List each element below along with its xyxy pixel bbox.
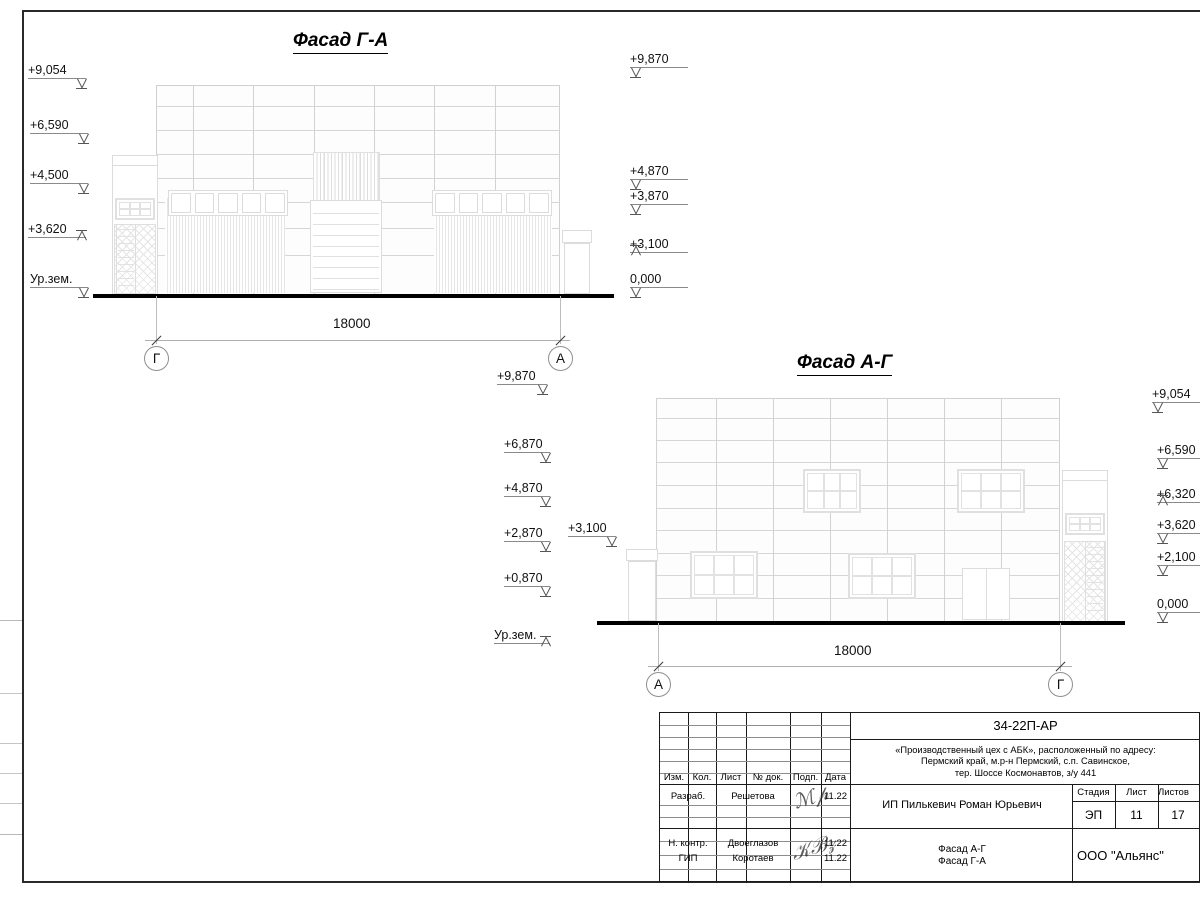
facade1-axis-left: Г xyxy=(144,346,169,371)
facade2-axis-left: А xyxy=(646,672,671,697)
facade2-level-right-1: +6,590 xyxy=(1157,443,1200,469)
facade2-dimension-line xyxy=(648,666,1072,667)
tb-sheet-name: Фасад А-Г Фасад Г-А xyxy=(938,843,986,868)
facade1-level-right-3: +3,100 xyxy=(630,237,688,253)
facade2-vestibule-canopy xyxy=(626,549,658,561)
tb-sheets-value: 17 xyxy=(1171,807,1185,822)
facade2-entrance-door xyxy=(962,568,1010,620)
facade2-ground-line xyxy=(597,621,1125,625)
facade1-vestibule-canopy xyxy=(562,230,592,243)
facade2-stair-flight xyxy=(1085,541,1105,622)
facade2-level-left-0: +9,870 xyxy=(497,369,548,395)
tb-sheet-label: Лист xyxy=(1126,787,1147,799)
tb-role-2: ГИП xyxy=(678,853,698,865)
tb-header-list: Лист xyxy=(720,772,742,784)
tb-drawing-code: 34-22П-АР xyxy=(993,717,1058,733)
tb-organization: ООО "Альянс" xyxy=(1077,847,1164,863)
tb-stage-value: ЭП xyxy=(1084,807,1103,822)
facade1-level-right-4: 0,000 xyxy=(630,272,688,298)
facade2-ground-level-label: Ур.зем. xyxy=(494,628,551,644)
facade2-window-lower-left xyxy=(690,551,758,599)
facade1-ground-level-label: Ур.зем. xyxy=(30,272,89,298)
facade2-stair-tower-window xyxy=(1065,513,1105,535)
tb-name-0: Решетова xyxy=(731,791,775,803)
offsheet-stamp-table xyxy=(0,620,22,835)
tb-role-1: Н. контр. xyxy=(668,838,708,850)
facade2-window-lower-right xyxy=(848,553,916,599)
facade2-level-right-4: +2,100 xyxy=(1157,550,1200,576)
facade1-dimension-line xyxy=(145,340,570,341)
tb-sheet-value: 11 xyxy=(1130,807,1143,822)
tb-header-data: Дата xyxy=(824,772,847,784)
tb-header-podp: Подп. xyxy=(792,772,819,784)
title-block: Изм. Кол. Лист № док. Подп. Дата Разраб.… xyxy=(659,712,1200,883)
facade1-level-right-1: +4,870 xyxy=(630,164,688,190)
facade1-level-right-0: +9,870 xyxy=(630,52,688,78)
facade2-level-mid: +3,100 xyxy=(568,521,617,547)
tb-header-ndok: № док. xyxy=(752,772,784,784)
facade2-level-right-2: +6,320 xyxy=(1157,487,1200,503)
tb-sheets-label: Листов xyxy=(1158,787,1189,799)
facade1-level-left-0: +9,054 xyxy=(28,63,87,89)
facade2-window-upper-left xyxy=(803,469,861,513)
facade2-level-right-3: +3,620 xyxy=(1157,518,1200,544)
facade2-level-left-3: +2,870 xyxy=(504,526,551,552)
facade2-stair-tower-cap xyxy=(1062,470,1108,481)
facade1-ribbon-window-right xyxy=(432,190,552,216)
facade2-level-left-2: +4,870 xyxy=(504,481,551,507)
facade1-level-right-2: +3,870 xyxy=(630,189,688,215)
tb-date-2: 11.22 xyxy=(823,853,848,865)
tb-object-name: «Производственный цех с АБК», расположен… xyxy=(895,744,1156,778)
facade1-stair-flight xyxy=(116,224,136,294)
tb-stage-label: Стадия xyxy=(1077,787,1110,799)
facade2-dim-ext-left xyxy=(658,623,659,671)
facade2-vestibule xyxy=(628,561,656,621)
facade1-ground-line xyxy=(93,294,614,298)
tb-role-0: Разраб. xyxy=(670,791,706,803)
facade1-louver-vent xyxy=(313,152,380,202)
tb-name-1: Двоеглазов xyxy=(727,838,779,850)
facade1-level-left-1: +6,590 xyxy=(30,118,89,144)
facade1-stair-tower-cap xyxy=(112,155,158,166)
tb-header-kol: Кол. xyxy=(692,772,712,784)
facade1-vestibule xyxy=(564,243,590,294)
tb-signature-0: ℳ𝓅 xyxy=(790,780,832,814)
facade2-level-left-1: +6,870 xyxy=(504,437,551,463)
facade2-dimension-text: 18000 xyxy=(834,643,872,658)
facade2-axis-right: Г xyxy=(1048,672,1073,697)
facade1-dimension-text: 18000 xyxy=(333,316,371,331)
facade1-dim-ext-right xyxy=(560,296,561,344)
tb-header-izm: Изм. xyxy=(663,772,685,784)
facade1-axis-right: А xyxy=(548,346,573,371)
facade1-stair-tower-window xyxy=(115,198,155,220)
tb-date-0: 11.22 xyxy=(823,791,848,803)
facade1-title: Фасад Г-А xyxy=(293,30,389,54)
facade2-level-right-5: 0,000 xyxy=(1157,597,1200,623)
facade2-level-left-4: +0,870 xyxy=(504,571,551,597)
tb-date-1: 11.22 xyxy=(823,838,848,850)
facade1-sectional-gate xyxy=(310,200,382,293)
facade2-dim-ext-right xyxy=(1060,623,1061,671)
facade1-ribbon-window-left xyxy=(168,190,288,216)
facade1-dim-ext-left xyxy=(156,296,157,344)
facade2-window-upper-right xyxy=(957,469,1025,513)
facade2-level-right-0: +9,054 xyxy=(1152,387,1200,413)
facade2-title: Фасад А-Г xyxy=(797,352,893,376)
facade1-level-left-3: +3,620 xyxy=(28,222,87,238)
tb-name-2: Коротаев xyxy=(732,853,774,865)
facade1-level-left-2: +4,500 xyxy=(30,168,89,194)
tb-customer: ИП Пилькевич Роман Юрьевич xyxy=(882,799,1042,812)
